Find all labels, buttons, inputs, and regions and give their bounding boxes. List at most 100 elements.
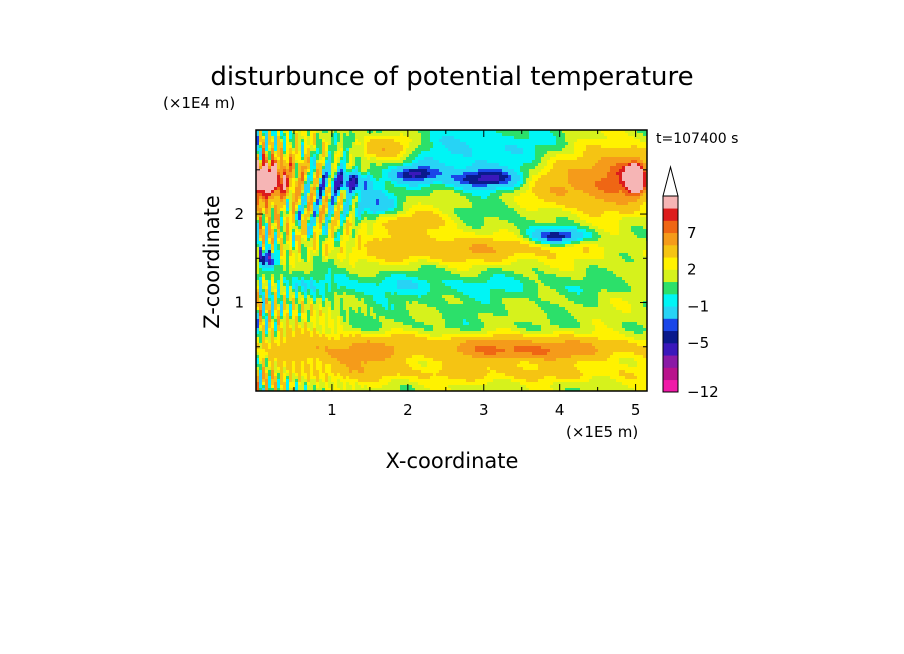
heatmap-cell bbox=[490, 145, 494, 149]
heatmap-cell bbox=[478, 190, 482, 194]
heatmap-cell bbox=[466, 235, 470, 239]
heatmap-cell bbox=[457, 205, 461, 209]
heatmap-cell bbox=[472, 229, 476, 233]
heatmap-cell bbox=[271, 199, 275, 203]
heatmap-cell bbox=[625, 181, 629, 185]
heatmap-cell bbox=[343, 145, 347, 149]
heatmap-cell bbox=[433, 193, 437, 197]
heatmap-cell bbox=[466, 223, 470, 227]
heatmap-cell bbox=[343, 187, 347, 191]
heatmap-cell bbox=[412, 160, 416, 164]
heatmap-cell bbox=[397, 241, 401, 245]
heatmap-cell bbox=[349, 232, 353, 236]
heatmap-cell bbox=[610, 169, 614, 173]
heatmap-cell bbox=[571, 166, 575, 170]
heatmap-cell bbox=[328, 223, 332, 227]
heatmap-cell bbox=[643, 235, 647, 239]
heatmap-cell bbox=[430, 157, 434, 161]
heatmap-cell bbox=[379, 214, 383, 218]
heatmap-cell bbox=[493, 181, 497, 185]
heatmap-cell bbox=[511, 199, 515, 203]
heatmap-cell bbox=[265, 211, 269, 215]
heatmap-cell bbox=[349, 199, 353, 203]
heatmap-cell bbox=[547, 154, 551, 158]
heatmap-cell bbox=[616, 208, 620, 212]
heatmap-cell bbox=[598, 205, 602, 209]
heatmap-cell bbox=[577, 130, 581, 134]
heatmap-cell bbox=[319, 148, 323, 152]
heatmap-cell bbox=[316, 187, 320, 191]
heatmap-cell bbox=[316, 175, 320, 179]
heatmap-cell bbox=[607, 181, 611, 185]
heatmap-cell bbox=[325, 241, 329, 245]
heatmap-cell bbox=[334, 205, 338, 209]
heatmap-cell bbox=[331, 241, 335, 245]
heatmap-cell bbox=[367, 199, 371, 203]
heatmap-cell bbox=[523, 214, 527, 218]
heatmap-cell bbox=[544, 205, 548, 209]
heatmap-cell bbox=[568, 199, 572, 203]
heatmap-cell bbox=[334, 217, 338, 221]
heatmap-cell bbox=[364, 136, 368, 140]
heatmap-cell bbox=[334, 154, 338, 158]
heatmap-cell bbox=[382, 202, 386, 206]
heatmap-cell bbox=[319, 220, 323, 224]
heatmap-cell bbox=[415, 220, 419, 224]
heatmap-cell bbox=[259, 172, 263, 176]
heatmap-cell bbox=[514, 193, 518, 197]
heatmap-cell bbox=[394, 169, 398, 173]
heatmap-cell bbox=[544, 166, 548, 170]
heatmap-cell bbox=[505, 166, 509, 170]
heatmap-cell bbox=[430, 223, 434, 227]
heatmap-cell bbox=[259, 160, 263, 164]
heatmap-cell bbox=[559, 145, 563, 149]
heatmap-cell bbox=[475, 184, 479, 188]
heatmap-cell bbox=[535, 157, 539, 161]
heatmap-cell bbox=[481, 130, 485, 134]
heatmap-cell bbox=[625, 217, 629, 221]
heatmap-cell bbox=[430, 220, 434, 224]
heatmap-cell bbox=[535, 226, 539, 230]
heatmap-cell bbox=[325, 130, 329, 134]
heatmap-cell bbox=[544, 160, 548, 164]
heatmap-cell bbox=[604, 139, 608, 143]
heatmap-cell bbox=[487, 229, 491, 233]
heatmap-cell bbox=[433, 232, 437, 236]
heatmap-cell bbox=[415, 139, 419, 143]
heatmap-cell bbox=[286, 199, 290, 203]
heatmap-cell bbox=[346, 139, 350, 143]
heatmap-cell bbox=[526, 178, 530, 182]
heatmap-cell bbox=[514, 220, 518, 224]
heatmap-cell bbox=[466, 151, 470, 155]
heatmap-cell bbox=[502, 226, 506, 230]
heatmap-cell bbox=[457, 217, 461, 221]
heatmap-cell bbox=[490, 202, 494, 206]
heatmap-cell bbox=[292, 208, 296, 212]
heatmap-cell bbox=[514, 232, 518, 236]
heatmap-cell bbox=[436, 220, 440, 224]
heatmap-cell bbox=[358, 199, 362, 203]
heatmap-cell bbox=[388, 211, 392, 215]
heatmap-cell bbox=[412, 154, 416, 158]
heatmap-cell bbox=[493, 133, 497, 137]
heatmap-cell bbox=[469, 229, 473, 233]
heatmap-cell bbox=[454, 130, 458, 134]
heatmap-cell bbox=[550, 148, 554, 152]
heatmap-cell bbox=[436, 136, 440, 140]
heatmap-cell bbox=[307, 166, 311, 170]
heatmap-cell bbox=[331, 184, 335, 188]
heatmap-cell bbox=[286, 229, 290, 233]
heatmap-cell bbox=[529, 211, 533, 215]
heatmap-cell bbox=[595, 232, 599, 236]
heatmap-cell bbox=[382, 157, 386, 161]
heatmap-cell bbox=[427, 142, 431, 146]
heatmap-cell bbox=[568, 226, 572, 230]
heatmap-cell bbox=[457, 160, 461, 164]
heatmap-cell bbox=[478, 193, 482, 197]
heatmap-cell bbox=[586, 235, 590, 239]
heatmap-cell bbox=[556, 205, 560, 209]
heatmap-cell bbox=[601, 169, 605, 173]
heatmap-cell bbox=[520, 187, 524, 191]
heatmap-cell bbox=[493, 139, 497, 143]
heatmap-cell bbox=[568, 202, 572, 206]
